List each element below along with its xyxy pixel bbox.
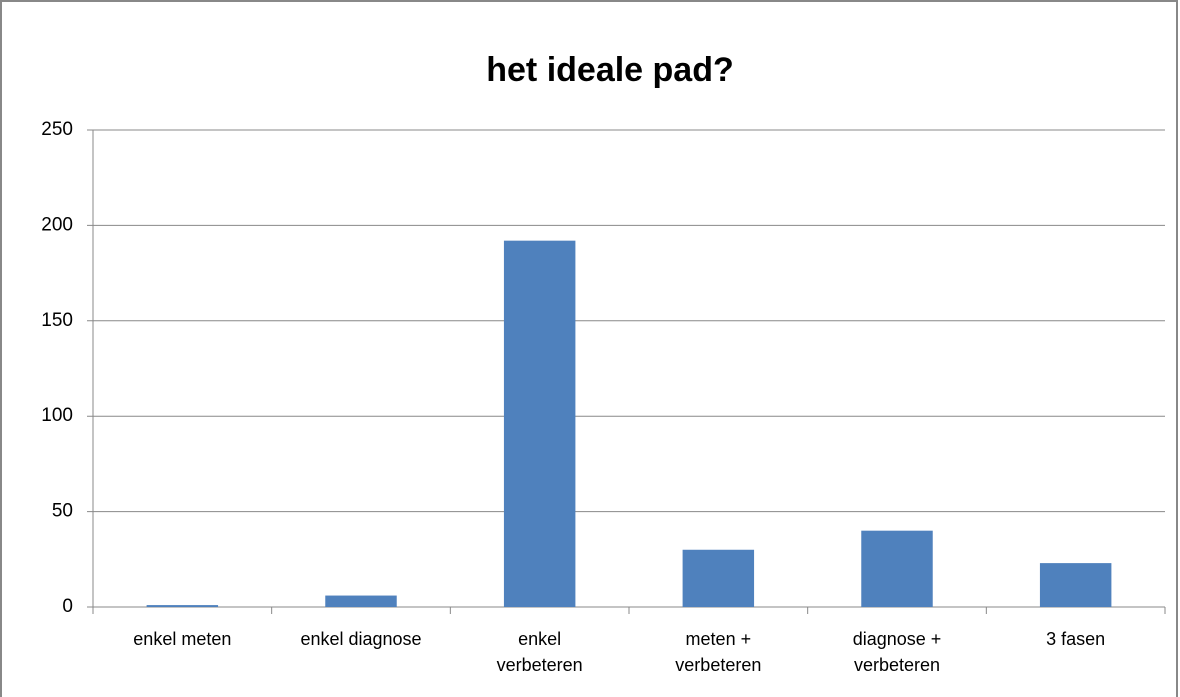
bar [146, 605, 219, 607]
chart-title: het ideale pad? [486, 51, 734, 89]
x-tick-label: enkel diagnose [300, 629, 422, 649]
y-tick-label: 150 [41, 310, 73, 331]
x-tick-label: 3 fasen [1046, 629, 1106, 649]
y-tick-label: 200 [41, 214, 73, 235]
y-tick-label: 0 [62, 596, 73, 617]
y-tick-label: 250 [41, 119, 73, 140]
bar [861, 530, 933, 607]
bar [682, 549, 755, 607]
y-tick-label: 50 [52, 501, 73, 522]
bar [325, 595, 397, 607]
y-tick-label: 100 [41, 405, 73, 426]
x-tick-label: enkel verbeteren [496, 629, 583, 675]
x-tick-label: diagnose + verbeteren [852, 629, 942, 675]
bar [1039, 563, 1112, 607]
x-tick-label: meten + verbeteren [675, 629, 762, 675]
bar [503, 240, 576, 607]
x-tick-label: enkel meten [133, 629, 232, 649]
